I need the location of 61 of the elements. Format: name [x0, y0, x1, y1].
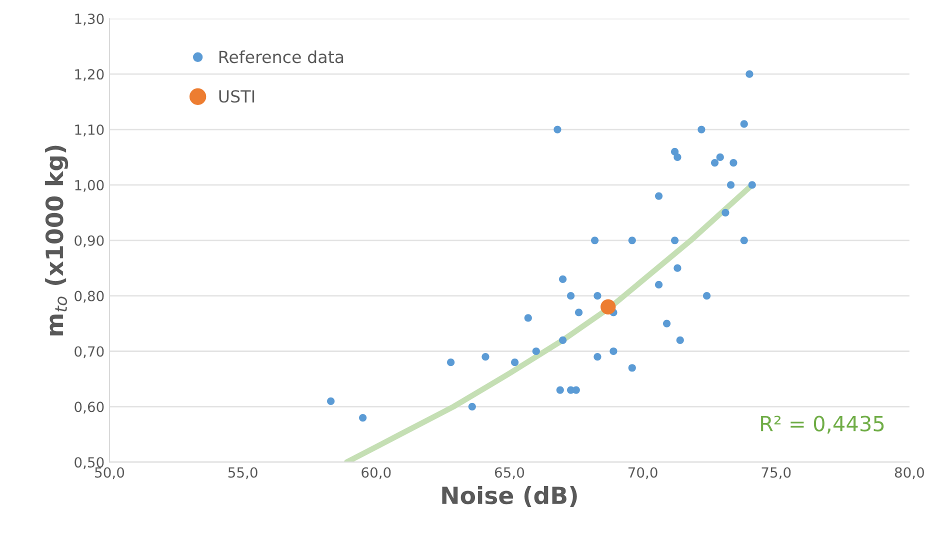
point: [559, 275, 567, 283]
point: [556, 386, 564, 394]
x-tick-label: 80,0: [894, 467, 924, 480]
point: [511, 358, 519, 366]
legend-label: Reference data: [219, 50, 344, 64]
point: [674, 153, 682, 162]
x-tick-label: 70,0: [628, 467, 658, 480]
point: [628, 236, 636, 244]
x-tick-label: 50,0: [95, 467, 124, 480]
point: [676, 336, 684, 344]
point: [740, 120, 748, 128]
x-tick-label: 75,0: [762, 467, 791, 480]
x-tick-label: 55,0: [228, 467, 258, 480]
x-tick-label: 60,0: [362, 467, 391, 480]
point: [359, 414, 367, 422]
point: [670, 148, 679, 156]
point: [590, 236, 599, 244]
y-tick-label: 0,90: [74, 235, 104, 248]
point: [654, 280, 663, 289]
point: [594, 292, 602, 300]
y-tick-label: 0,50: [74, 457, 104, 469]
point: [716, 153, 724, 162]
point: [327, 397, 335, 405]
point: [670, 236, 679, 244]
point: [532, 347, 540, 356]
point: [654, 192, 663, 200]
x-axis-title: Noise (dB): [442, 486, 577, 508]
point: [746, 70, 754, 78]
annotation: R² = 0,4435: [761, 416, 884, 434]
point: [722, 208, 730, 216]
point: [710, 158, 719, 167]
y-tick-label: 1,10: [75, 124, 104, 136]
point: [698, 126, 706, 134]
point: [600, 299, 616, 315]
point: [748, 181, 756, 189]
point: [702, 292, 711, 300]
legend-label: USTI: [219, 90, 254, 103]
point: [468, 402, 476, 410]
point: [610, 347, 618, 356]
y-tick-label: 1,00: [75, 180, 104, 192]
point: [559, 336, 567, 344]
point: [730, 158, 738, 167]
point: [628, 364, 636, 372]
point: [726, 181, 735, 189]
point: [662, 320, 671, 328]
y-tick-label: 0,80: [74, 290, 104, 303]
y-tick-label: 0,60: [74, 402, 104, 414]
y-tick-label: 1,20: [75, 69, 104, 81]
point: [482, 352, 490, 361]
point: [740, 236, 748, 244]
point: [447, 358, 455, 366]
point: [674, 264, 682, 272]
x-tick-label: 65,0: [494, 467, 524, 480]
point: [594, 352, 602, 361]
y-axis-title: m$_{to}$ (x1000 kg): [45, 146, 68, 336]
y-tick-label: 0,70: [74, 346, 104, 358]
point: [524, 314, 532, 322]
y-tick-label: 1,30: [75, 14, 104, 26]
point: [554, 126, 562, 134]
point: [574, 308, 583, 316]
point: [566, 292, 575, 300]
